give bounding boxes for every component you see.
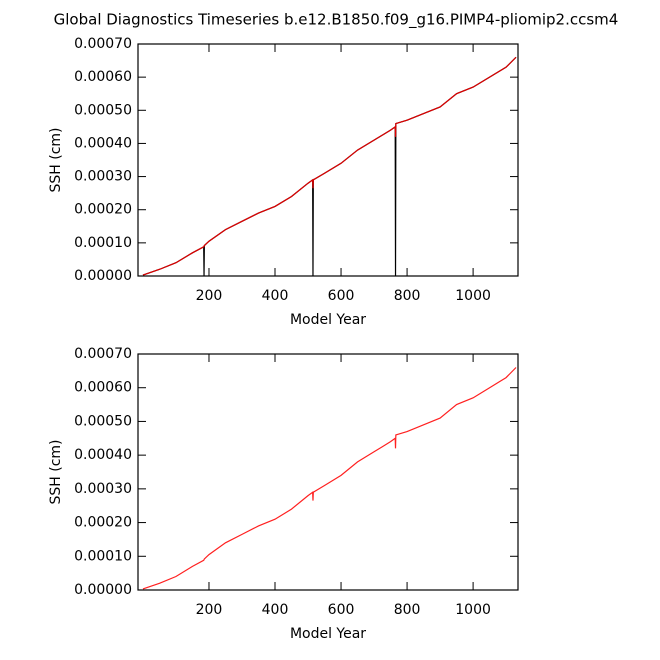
x-tick-label: 800 <box>394 288 421 304</box>
y-tick-label: 0.00040 <box>74 135 132 151</box>
y-tick-label: 0.00010 <box>74 235 132 251</box>
y-tick-label: 0.00040 <box>74 447 132 463</box>
x-tick-label: 200 <box>196 288 223 304</box>
plot-frame <box>137 43 519 277</box>
y-tick-label: 0.00000 <box>74 582 132 598</box>
y-tick-label: 0.00070 <box>74 346 132 362</box>
y-axis-label: SSH (cm) <box>48 439 64 504</box>
x-axis-label: Model Year <box>290 626 366 642</box>
x-tick-label: 600 <box>328 288 355 304</box>
y-tick-label: 0.00050 <box>74 102 132 118</box>
line-series <box>142 56 517 276</box>
y-tick-label: 0.00020 <box>74 202 132 218</box>
y-axis-label: SSH (cm) <box>48 127 64 192</box>
y-tick-label: 0.00020 <box>74 515 132 531</box>
y-tick-label: 0.00060 <box>74 69 132 85</box>
y-tick-label: 0.00010 <box>74 548 132 564</box>
y-tick-label: 0.00070 <box>74 36 132 52</box>
y-tick-label: 0.00050 <box>74 413 132 429</box>
x-tick-label: 200 <box>196 602 223 618</box>
x-tick-label: 600 <box>328 602 355 618</box>
plot-frame <box>137 353 519 591</box>
y-tick-label: 0.00060 <box>74 380 132 396</box>
y-tick-label: 0.00030 <box>74 169 132 185</box>
x-tick-label: 1000 <box>455 602 491 618</box>
x-tick-label: 400 <box>262 602 289 618</box>
x-tick-label: 400 <box>262 288 289 304</box>
x-axis-label: Model Year <box>290 312 366 328</box>
line-series <box>142 56 517 277</box>
y-tick-label: 0.00000 <box>74 268 132 284</box>
line-series <box>142 367 517 590</box>
y-tick-label: 0.00030 <box>74 481 132 497</box>
x-tick-label: 1000 <box>455 288 491 304</box>
x-tick-label: 800 <box>394 602 421 618</box>
chart-title: Global Diagnostics Timeseries b.e12.B185… <box>54 11 619 30</box>
